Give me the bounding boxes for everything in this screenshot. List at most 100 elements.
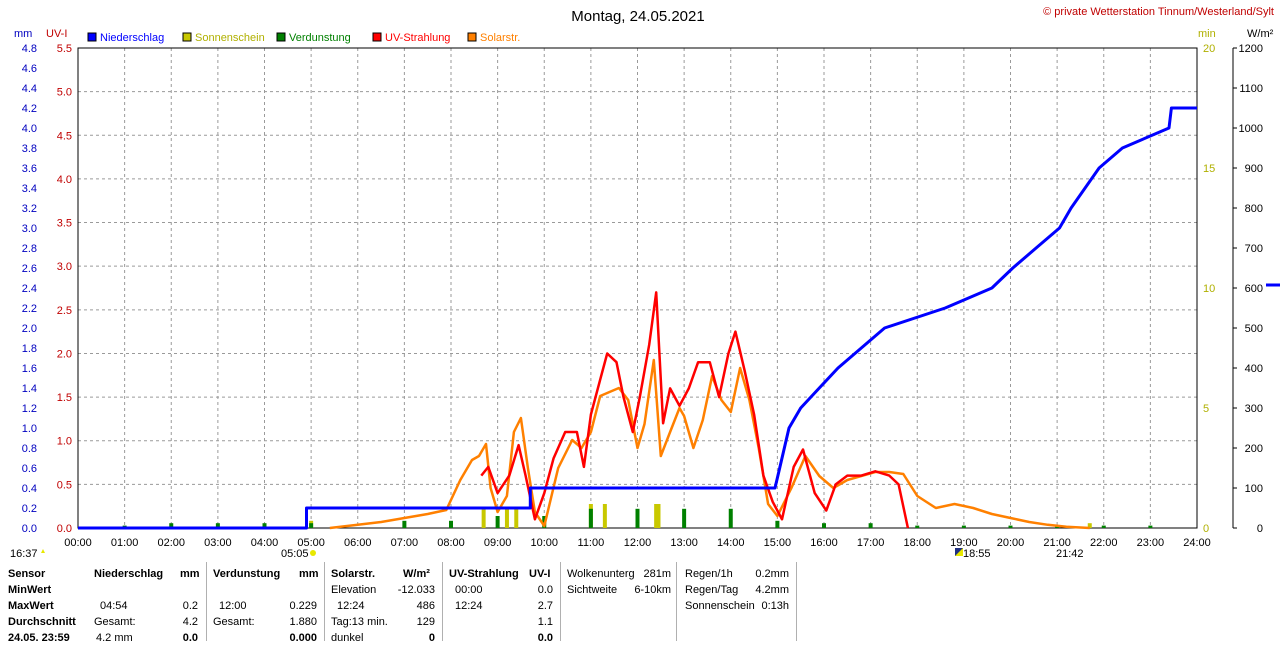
stats-col-verdunstung: Verdunstung mm 12:00 0.229 Gesamt: 1.880 0.… (206, 562, 325, 644)
stats-header: Verdunstung (213, 568, 281, 580)
verdunstung-bar (495, 516, 500, 528)
legend-swatch (467, 32, 477, 42)
stats-value: 0.0 (182, 632, 198, 644)
axis-unit-mm: mm (14, 28, 32, 40)
x-tick-label: 19:00 (950, 537, 978, 549)
stats-value: 1.1 (537, 616, 553, 628)
y-tick-label-mm: 4.8 (22, 43, 37, 55)
series-niederschlag-line (78, 106, 1197, 530)
stats-time: 04:54 (100, 600, 128, 612)
x-tick-label: 04:00 (251, 537, 279, 549)
stats-value: 4.2 mm (96, 632, 133, 644)
x-tick-label: 00:00 (64, 537, 92, 549)
sun-icon (955, 548, 963, 556)
axis-unit-wm2: W/m² (1247, 28, 1274, 40)
x-tick-label: 13:00 (670, 537, 698, 549)
verdunstung-bar (262, 523, 267, 528)
x-tick-label: 08:00 (437, 537, 465, 549)
verdunstung-bar (635, 508, 640, 528)
stats-col-niederschlag: Niederschlag mm 04:54 0.2 Gesamt: 4.2 4.2 m… (88, 562, 206, 644)
axis-unit-min: min (1198, 28, 1216, 40)
legend-label: Sonnenschein (195, 32, 265, 44)
verdunstung-bar (449, 520, 453, 528)
y-tick-label-uv: 3.5 (57, 218, 72, 230)
stats-time: 12:00 (219, 600, 247, 612)
x-tick-label: 17:00 (857, 537, 885, 549)
stats-value: 1.880 (289, 616, 317, 628)
y-tick-label-mm: 0.0 (22, 523, 37, 535)
y-tick-label-mm: 2.2 (22, 303, 37, 315)
stats-value: 486 (416, 600, 435, 612)
stats-value: 0.0 (537, 632, 553, 644)
y-tick-label-uv: 4.0 (57, 174, 72, 186)
y-tick-label-mm: 0.8 (22, 443, 37, 455)
verdunstung-bar (309, 523, 314, 528)
stats-table: Sensor MinWert MaxWert Durchschnitt 24.0… (0, 562, 1280, 644)
series-uvstrahlung-line (480, 291, 910, 529)
stats-value: 2.7 (537, 600, 553, 612)
verdunstung-bar (169, 523, 174, 528)
y-tick-label-min: 15 (1203, 163, 1215, 175)
stats-value: 0.2mm (755, 568, 789, 580)
copyright: © private Wetterstation Tinnum/Westerlan… (1043, 6, 1274, 18)
stats-label: Regen/Tag (685, 584, 739, 596)
legend-label: UV-Strahlung (385, 32, 450, 44)
y-tick-label-mm: 3.6 (22, 163, 37, 175)
stats-value: -12.033 (397, 584, 435, 596)
legend-swatch (87, 32, 97, 42)
y-tick-label-min: 10 (1203, 283, 1215, 295)
y-tick-label-wm2: 300 (1245, 403, 1263, 415)
axis-unit-uv: UV-I (46, 28, 67, 40)
line-layer (78, 106, 1197, 530)
sonnenschein-bar (1087, 523, 1092, 528)
sonnenschein-bar (504, 508, 509, 528)
stats-value: 4.2mm (755, 584, 789, 596)
x-tick-label: 21:00 (1043, 537, 1071, 549)
stats-value: 0:13h (761, 600, 789, 612)
y-tick-label-min: 20 (1203, 43, 1215, 55)
sonnenschein-bar (654, 504, 659, 528)
stats-col-uv: UV-Strahlung UV-I 00:00 0.0 12:24 2.7 1.1 0… (442, 562, 561, 644)
y-tick-label-wm2: 400 (1245, 363, 1263, 375)
sonnenschein-bar (602, 504, 607, 528)
x-tick-label: 05:00 (297, 537, 325, 549)
x-tick-label: 16:00 (810, 537, 838, 549)
x-tick-label: 23:00 (1137, 537, 1165, 549)
stats-unit: mm (299, 568, 319, 580)
stats-unit: UV-I (529, 568, 551, 580)
y-tick-label-min: 0 (1203, 523, 1209, 535)
x-tick-label: 18:00 (903, 537, 931, 549)
verdunstung-bar (775, 520, 780, 528)
y-tick-label-mm: 2.6 (22, 263, 37, 275)
stats-time: 12:24 (455, 600, 483, 612)
stats-value: 0.229 (289, 600, 317, 612)
y-tick-label-wm2: 0 (1257, 523, 1263, 535)
stats-time: 00:00 (455, 584, 483, 596)
stats-row-label: Durchschnitt (8, 616, 76, 628)
y-tick-label-wm2: 900 (1245, 163, 1263, 175)
y-tick-label-mm: 4.6 (22, 63, 37, 75)
y-tick-label-mm: 2.4 (22, 283, 37, 295)
legend-swatch (182, 32, 192, 42)
y-tick-label-mm: 3.0 (22, 223, 37, 235)
stats-value: 0 (428, 632, 435, 644)
x-tick-label: 12:00 (624, 537, 652, 549)
y-tick-label-mm: 2.0 (22, 323, 37, 335)
stats-header: Solarstr. (331, 568, 376, 580)
verdunstung-bar (402, 520, 407, 528)
x-tick-label: 14:00 (717, 537, 745, 549)
y-tick-label-uv: 5.0 (57, 87, 72, 99)
stats-label: Gesamt: (94, 616, 136, 628)
sonnenschein-bar (656, 504, 661, 528)
verdunstung-bar (961, 525, 966, 528)
y-tick-label-mm: 1.6 (22, 363, 37, 375)
marker-sunset: 18:55 (963, 548, 991, 560)
stats-value: 0.2 (182, 600, 198, 612)
stats-value: 4.2 (182, 616, 198, 628)
y-tick-label-mm: 1.8 (22, 343, 37, 355)
y-tick-label-wm2: 1100 (1239, 83, 1263, 95)
y-tick-label-uv: 2.0 (57, 348, 72, 360)
stats-col-sensor: Sensor MinWert MaxWert Durchschnitt 24.0… (0, 562, 88, 644)
y-tick-label-wm2: 600 (1245, 283, 1263, 295)
y-tick-label-wm2: 200 (1245, 443, 1263, 455)
